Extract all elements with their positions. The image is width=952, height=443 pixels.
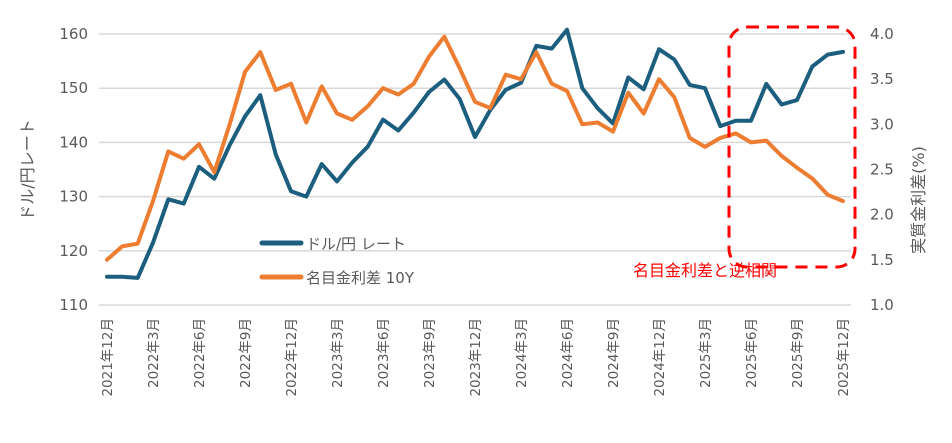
x-tick-label: 2025年12月	[836, 318, 852, 397]
left-axis-title: ドル/円レート	[18, 119, 37, 220]
x-tick-label: 2024年3月	[514, 318, 530, 388]
x-tick-label: 2023年9月	[422, 318, 438, 388]
left-tick-label: 130	[59, 188, 88, 206]
x-tick-label: 2025年6月	[744, 318, 760, 388]
left-tick-label: 110	[59, 296, 88, 314]
legend-item-usdjpy: ドル/円 レート	[259, 235, 406, 253]
right-tick-label: 1.5	[870, 251, 894, 269]
right-tick-label: 4.0	[870, 25, 894, 43]
right-axis-ticks: 1.0 1.5 2.0 2.5 3.0 3.5 4.0	[870, 25, 894, 314]
legend: ドル/円 レート 名目金利差 10Y	[259, 235, 415, 287]
left-tick-label: 150	[59, 79, 88, 97]
series-lines	[105, 27, 845, 280]
x-tick-label: 2024年12月	[652, 318, 668, 397]
x-tick-label: 2022年12月	[284, 318, 300, 397]
right-tick-label: 3.5	[870, 70, 894, 88]
left-tick-label: 160	[59, 25, 88, 43]
series-line-usdjpy	[105, 27, 845, 280]
x-tick-label: 2025年9月	[790, 318, 806, 388]
x-tick-label: 2024年6月	[560, 318, 576, 388]
right-tick-label: 2.5	[870, 161, 894, 179]
x-tick-label: 2023年12月	[468, 318, 484, 397]
annotation-text: 名目金利差と逆相関	[633, 261, 777, 280]
series-line-rate-diff	[105, 34, 845, 262]
left-tick-label: 140	[59, 133, 88, 151]
x-tick-label: 2022年6月	[192, 318, 208, 388]
x-axis-ticks: 2021年12月 2022年3月 2022年6月 2022年9月 2022年12月 202…	[100, 318, 852, 397]
x-tick-label: 2022年3月	[146, 318, 162, 388]
right-tick-label: 2.0	[870, 206, 894, 224]
highlight-dashed-box	[727, 25, 857, 269]
x-tick-label: 2023年6月	[376, 318, 392, 388]
x-tick-label: 2024年9月	[606, 318, 622, 388]
x-tick-label: 2023年3月	[330, 318, 346, 388]
left-tick-label: 120	[59, 242, 88, 260]
right-tick-label: 1.0	[870, 296, 894, 314]
legend-label-usdjpy: ドル/円 レート	[306, 235, 406, 253]
x-tick-label: 2021年12月	[100, 318, 116, 397]
x-tick-label: 2022年9月	[238, 318, 254, 388]
right-axis-title: 実質金利差(%)	[909, 146, 928, 254]
legend-item-rate-diff: 名目金利差 10Y	[259, 269, 415, 287]
right-tick-label: 3.0	[870, 115, 894, 133]
x-tick-label: 2025年3月	[698, 318, 714, 388]
left-axis-ticks: 110 120 130 140 150 160	[59, 25, 88, 314]
legend-label-rate-diff: 名目金利差 10Y	[306, 269, 415, 287]
